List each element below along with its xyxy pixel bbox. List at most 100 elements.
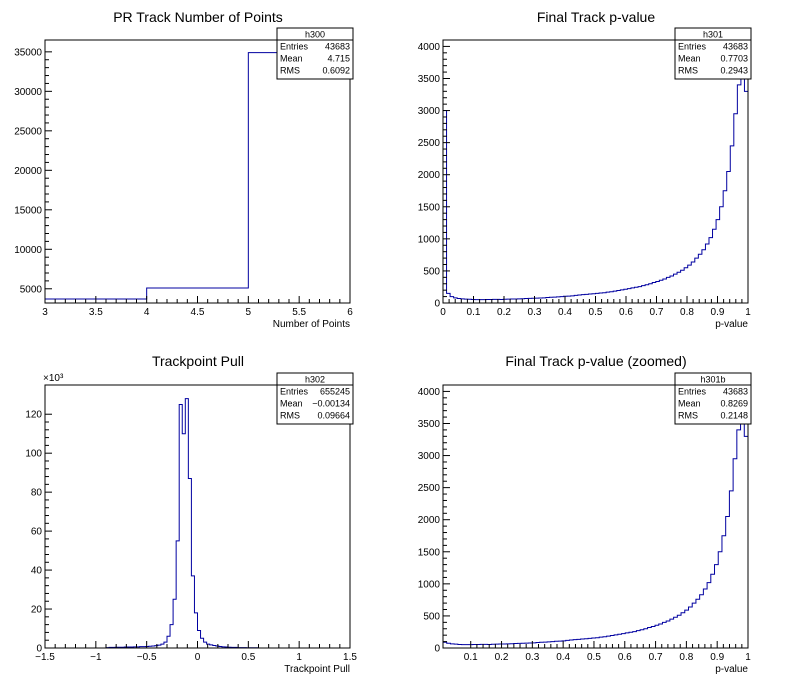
x-tick-label: 0.3 bbox=[528, 307, 542, 318]
stats-value: 0.6092 bbox=[322, 66, 350, 76]
stats-label: Mean bbox=[280, 54, 303, 64]
stats-box bbox=[276, 372, 354, 425]
stats-box bbox=[674, 27, 752, 80]
plot-frame bbox=[442, 384, 749, 649]
y-tick-label: 3500 bbox=[418, 419, 441, 430]
x-tick-label: 0.4 bbox=[556, 652, 570, 663]
stats-value: 0.7703 bbox=[720, 54, 748, 64]
y-tick-label: 60 bbox=[31, 527, 43, 538]
y-tick-label: 100 bbox=[25, 449, 42, 460]
stats-name: h301 bbox=[703, 30, 723, 40]
x-tick-label: 0.9 bbox=[710, 652, 724, 663]
x-tick-label: 4.5 bbox=[191, 307, 205, 318]
stats-value: 43683 bbox=[325, 42, 350, 52]
stats-label: RMS bbox=[678, 66, 698, 76]
x-tick-label: 0.1 bbox=[464, 652, 478, 663]
y-tick-label: 3000 bbox=[418, 106, 441, 117]
x-tick-label: 0 bbox=[440, 307, 446, 318]
stats-value: 0.2148 bbox=[720, 411, 748, 421]
x-tick-label: −0.5 bbox=[137, 652, 157, 663]
stats-label: Entries bbox=[678, 387, 707, 397]
x-tick-label: 0.8 bbox=[680, 307, 694, 318]
x-tick-label: 0.5 bbox=[587, 652, 601, 663]
y-tick-label: 80 bbox=[31, 488, 43, 499]
stats-name: h301b bbox=[700, 375, 725, 385]
y-tick-label: 0 bbox=[434, 299, 440, 310]
x-tick-label: 0.7 bbox=[650, 307, 664, 318]
x-tick-label: 1 bbox=[745, 307, 751, 318]
y-tick-label: 2000 bbox=[418, 515, 441, 526]
y-tick-label: 40 bbox=[31, 566, 43, 577]
y-exponent-label: ×10³ bbox=[43, 373, 64, 384]
stats-box bbox=[674, 372, 752, 425]
stats-label: RMS bbox=[678, 411, 698, 421]
chart-title: PR Track Number of Points bbox=[113, 9, 283, 25]
histogram-line-h301 bbox=[442, 77, 748, 303]
y-tick-label: 500 bbox=[423, 611, 440, 622]
stats-value: 0.09664 bbox=[317, 411, 350, 421]
x-tick-label: 0.6 bbox=[619, 307, 633, 318]
x-tick-label: 1 bbox=[745, 652, 751, 663]
histogram-panel-h302: Trackpoint Pull −1.5 −1 −0.5 0 0.5 1 1.5 0 20 40 60… bbox=[25, 353, 357, 675]
y-tick-label: 30000 bbox=[14, 87, 42, 98]
histogram-panel-h300: PR Track Number of Points 3 3.5 4 4.5 5 5.5 6 50… bbox=[14, 9, 354, 330]
y-tick-label: 3500 bbox=[418, 74, 441, 85]
y-tick-label: 1500 bbox=[418, 547, 441, 558]
x-tick-label: 1.5 bbox=[343, 652, 357, 663]
y-tick-label: 1500 bbox=[418, 202, 441, 213]
chart-title: Final Track p-value (zoomed) bbox=[505, 353, 686, 369]
stats-label: Mean bbox=[280, 399, 303, 409]
y-tick-label: 1000 bbox=[418, 579, 441, 590]
stats-value: 43683 bbox=[723, 387, 748, 397]
x-axis-label: p-value bbox=[715, 319, 748, 330]
x-axis-label: Number of Points bbox=[273, 319, 350, 330]
x-tick-label: −1.5 bbox=[35, 652, 55, 663]
y-tick-label: 20000 bbox=[14, 166, 42, 177]
y-tick-label: 1000 bbox=[418, 234, 441, 245]
x-tick-label: 0.4 bbox=[558, 307, 572, 318]
x-tick-label: 0.2 bbox=[497, 307, 511, 318]
x-tick-label: 1 bbox=[296, 652, 302, 663]
y-tick-label: 5000 bbox=[20, 284, 43, 295]
y-tick-label: 3000 bbox=[418, 451, 441, 462]
y-tick-label: 20 bbox=[31, 605, 43, 616]
x-tick-label: 3 bbox=[42, 307, 48, 318]
x-tick-label: 0.1 bbox=[467, 307, 481, 318]
x-tick-label: 0.3 bbox=[525, 652, 539, 663]
y-tick-label: 2000 bbox=[418, 170, 441, 181]
y-tick-label: 35000 bbox=[14, 47, 42, 58]
stats-label: Mean bbox=[678, 399, 701, 409]
y-tick-label: 25000 bbox=[14, 126, 42, 137]
stats-value: 0.8269 bbox=[720, 399, 748, 409]
stats-value: 655245 bbox=[320, 387, 350, 397]
y-tick-label: 2500 bbox=[418, 483, 441, 494]
x-tick-label: 0.5 bbox=[241, 652, 255, 663]
x-tick-label: 0.9 bbox=[711, 307, 725, 318]
x-tick-label: 5.5 bbox=[292, 307, 306, 318]
x-tick-label: 4 bbox=[144, 307, 150, 318]
x-tick-label: 0.7 bbox=[649, 652, 663, 663]
stats-label: Entries bbox=[280, 42, 309, 52]
y-tick-label: 4000 bbox=[418, 387, 441, 398]
chart-title: Trackpoint Pull bbox=[152, 353, 244, 369]
x-axis-label: p-value bbox=[715, 664, 748, 675]
x-tick-label: 0.2 bbox=[495, 652, 509, 663]
chart-title: Final Track p-value bbox=[537, 9, 655, 25]
histogram-line-h302 bbox=[45, 398, 350, 649]
histogram-panel-h301b: Final Track p-value (zoomed) 0.1 0.2 0.3 0.4… bbox=[418, 353, 752, 675]
stats-box bbox=[276, 27, 354, 80]
y-tick-label: 4000 bbox=[418, 42, 441, 53]
y-tick-label: 500 bbox=[423, 266, 440, 277]
y-tick-label: 120 bbox=[25, 410, 42, 421]
histogram-line-h300 bbox=[44, 52, 350, 303]
y-tick-label: 2500 bbox=[418, 138, 441, 149]
stats-value: 0.2943 bbox=[720, 66, 748, 76]
stats-label: RMS bbox=[280, 411, 300, 421]
y-tick-label: 0 bbox=[36, 644, 42, 655]
x-tick-label: 0 bbox=[195, 652, 201, 663]
stats-value: −0.00134 bbox=[312, 399, 350, 409]
stats-name: h300 bbox=[305, 30, 325, 40]
stats-label: RMS bbox=[280, 66, 300, 76]
x-axis-label: Trackpoint Pull bbox=[284, 664, 350, 675]
